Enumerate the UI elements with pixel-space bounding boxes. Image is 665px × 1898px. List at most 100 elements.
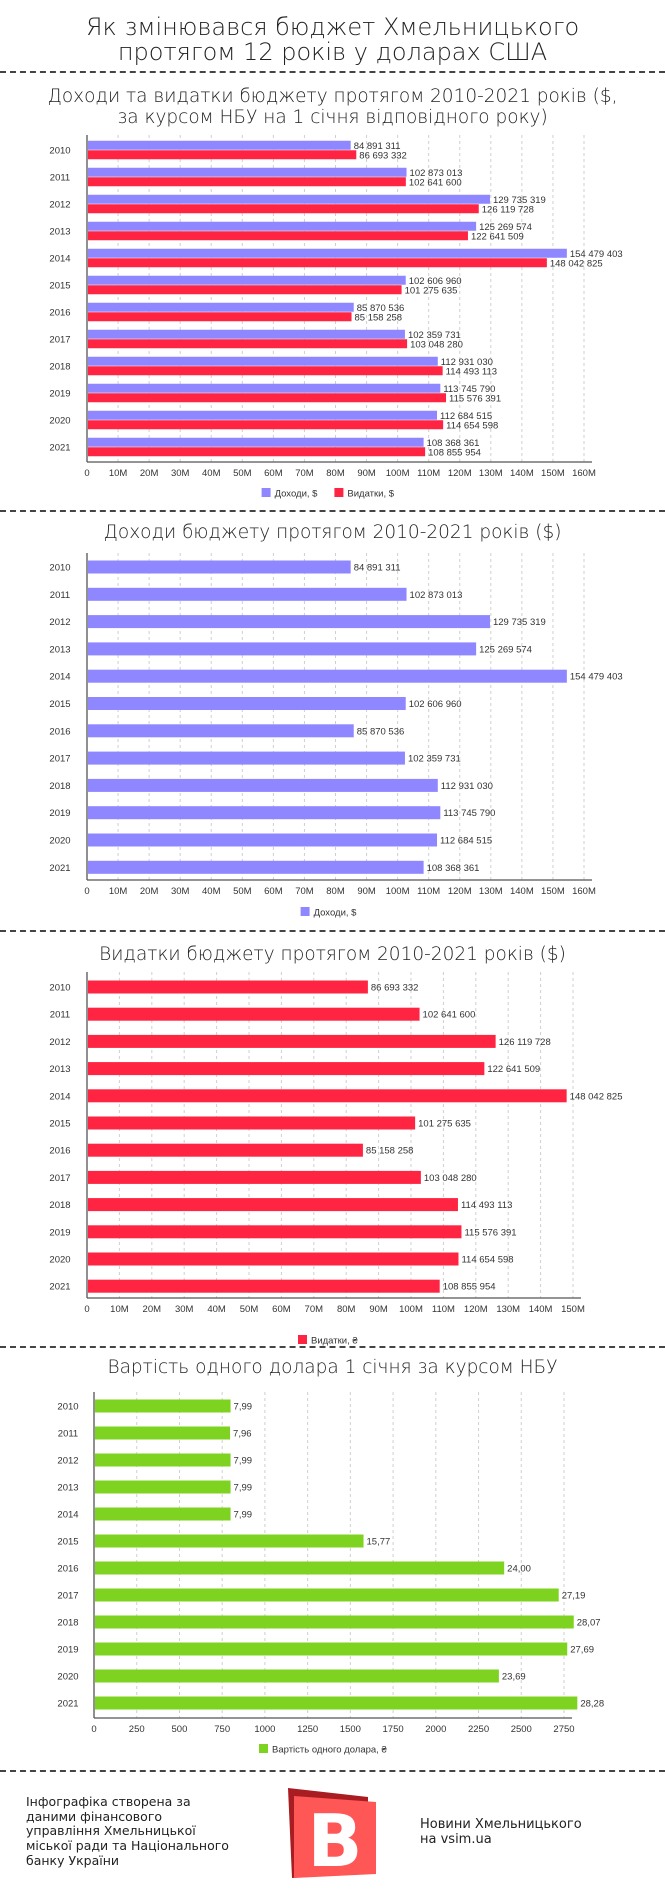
data-label: 86 693 332 <box>359 150 407 161</box>
data-label: 27,69 <box>570 1645 594 1656</box>
y-tick-label: 2020 <box>49 836 70 847</box>
data-label: 113 745 790 <box>443 384 495 395</box>
chart2-title: Доходи бюджету протягом 2010-2021 років … <box>103 522 562 543</box>
y-tick-label: 2014 <box>49 254 70 265</box>
data-label: 24,00 <box>507 1564 531 1575</box>
y-tick-label: 2010 <box>49 983 70 994</box>
data-label: 7,99 <box>234 1483 253 1494</box>
x-tick-label: 120M <box>448 886 472 897</box>
main-title-line-2: протягом 12 років у доларах США <box>117 38 548 66</box>
y-tick-label: 2021 <box>57 1699 78 1710</box>
y-tick-label: 2016 <box>49 1146 70 1157</box>
bar-2019-0 <box>88 1225 462 1239</box>
data-label: 7,99 <box>234 1402 253 1413</box>
bar-2019-0 <box>95 1642 568 1656</box>
data-label: 113 745 790 <box>443 808 495 819</box>
bar-2011-0 <box>88 167 407 177</box>
y-tick-label: 2012 <box>49 200 70 211</box>
source-line: даними фінансового <box>26 1808 163 1824</box>
divider <box>0 930 665 932</box>
x-tick-label: 1250 <box>297 1724 318 1735</box>
x-tick-label: 0 <box>91 1724 96 1735</box>
y-tick-label: 2012 <box>49 617 70 628</box>
data-label: 114 654 598 <box>446 420 498 431</box>
data-label: 27,19 <box>562 1591 586 1602</box>
data-label: 103 048 280 <box>424 1173 477 1184</box>
y-tick-label: 2013 <box>49 227 70 238</box>
bar-2012-1 <box>88 204 479 214</box>
x-tick-label: 30M <box>171 886 190 897</box>
data-label: 102 606 960 <box>409 699 462 710</box>
bar-2014-0 <box>88 248 567 258</box>
data-label: 148 042 825 <box>550 258 603 269</box>
y-tick-label: 2021 <box>49 863 70 874</box>
data-label: 85 870 536 <box>357 726 405 737</box>
x-tick-label: 50M <box>233 468 252 479</box>
source-line: управління Хмельницької <box>26 1823 196 1839</box>
legend-label: Видатки, $ <box>347 489 394 500</box>
legend-swatch <box>259 1744 268 1753</box>
x-tick-label: 60M <box>264 468 283 479</box>
y-tick-label: 2011 <box>50 173 70 184</box>
x-tick-label: 70M <box>305 1304 324 1315</box>
y-tick-label: 2020 <box>49 416 70 427</box>
y-tick-label: 2015 <box>49 1119 70 1130</box>
x-tick-label: 130M <box>479 468 503 479</box>
data-label: 125 269 574 <box>479 644 532 655</box>
y-tick-label: 2011 <box>50 590 70 601</box>
source-note: Інфографіка створена за даними фінансово… <box>26 1794 229 1869</box>
data-label: 112 931 030 <box>441 357 493 368</box>
x-tick-label: 50M <box>240 1304 259 1315</box>
x-tick-label: 10M <box>110 1304 129 1315</box>
data-label: 85 870 536 <box>357 303 405 314</box>
y-tick-label: 2019 <box>57 1645 78 1656</box>
bar-2016-0 <box>88 1143 363 1157</box>
x-tick-label: 40M <box>202 886 221 897</box>
x-tick-label: 20M <box>140 468 159 479</box>
x-tick-label: 60M <box>272 1304 291 1315</box>
data-label: 85 158 258 <box>366 1146 414 1157</box>
logo-letter: B <box>308 1799 363 1880</box>
data-label: 102 873 013 <box>410 168 463 179</box>
data-label: 126 119 728 <box>499 1037 551 1048</box>
data-label: 108 368 361 <box>427 438 480 449</box>
x-tick-label: 120M <box>448 468 472 479</box>
bar-2010-1 <box>88 150 357 160</box>
x-tick-label: 30M <box>175 1304 194 1315</box>
x-tick-label: 140M <box>529 1304 553 1315</box>
y-tick-label: 2019 <box>49 389 70 400</box>
data-label: 28,07 <box>577 1618 601 1629</box>
data-label: 115 576 391 <box>449 393 501 404</box>
bar-2010-0 <box>88 560 351 574</box>
bar-2010-0 <box>95 1399 231 1413</box>
bar-2017-0 <box>95 1588 559 1602</box>
bar-2010-0 <box>88 980 368 994</box>
x-tick-label: 90M <box>369 1304 388 1315</box>
bar-2017-0 <box>88 329 405 339</box>
y-tick-label: 2014 <box>57 1510 78 1521</box>
data-label: 148 042 825 <box>570 1091 623 1102</box>
data-label: 154 479 403 <box>570 249 623 260</box>
chart4-title: Вартість одного долара 1 січня за курсом… <box>107 1357 558 1378</box>
bar-2013-0 <box>88 642 477 656</box>
data-label: 115 576 391 <box>464 1227 516 1238</box>
y-tick-label: 2019 <box>49 1227 70 1238</box>
data-label: 154 479 403 <box>570 672 623 683</box>
y-tick-label: 2010 <box>49 146 70 157</box>
data-label: 114 493 113 <box>461 1200 512 1211</box>
bar-2020-0 <box>88 833 438 847</box>
y-tick-label: 2017 <box>49 335 70 346</box>
data-label: 122 641 509 <box>471 231 524 242</box>
y-tick-label: 2016 <box>49 726 70 737</box>
data-label: 101 275 635 <box>405 285 458 296</box>
y-tick-label: 2012 <box>49 1037 70 1048</box>
bar-2014-0 <box>88 669 567 683</box>
data-label: 112 931 030 <box>441 781 493 792</box>
bar-2021-0 <box>95 1696 578 1710</box>
source-line: банку України <box>26 1852 119 1868</box>
x-tick-label: 120M <box>464 1304 488 1315</box>
data-label: 7,99 <box>234 1510 253 1521</box>
bar-2019-0 <box>88 383 441 393</box>
vsim-logo: B <box>288 1788 376 1880</box>
data-label: 122 641 509 <box>487 1064 540 1075</box>
